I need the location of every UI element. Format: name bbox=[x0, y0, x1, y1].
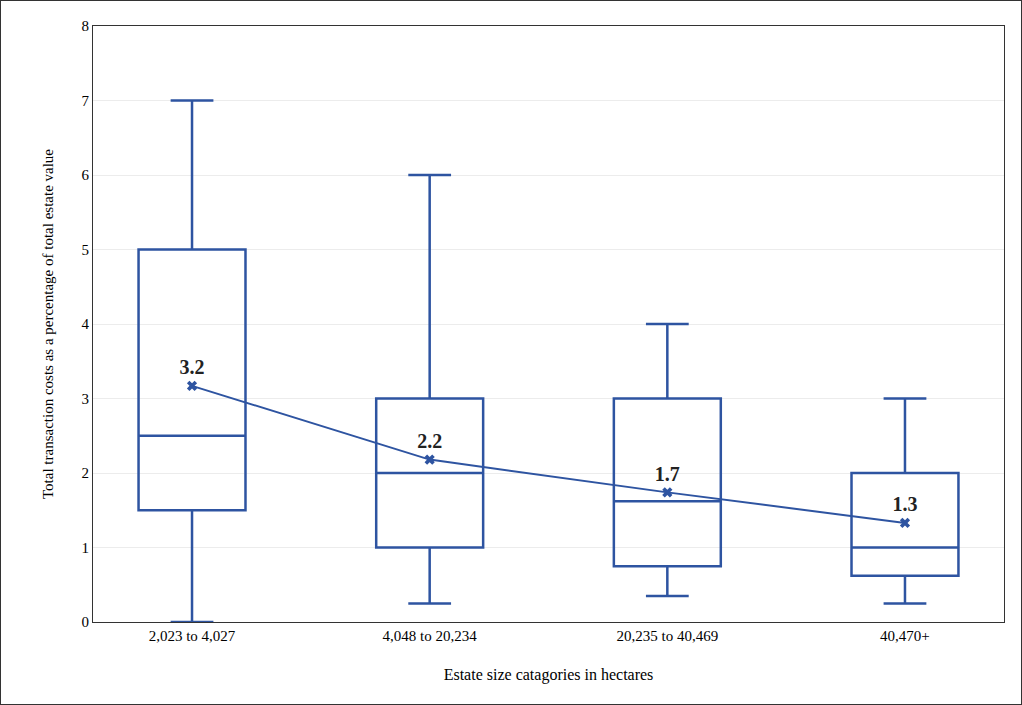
svg-text:2.2: 2.2 bbox=[417, 430, 442, 452]
svg-text:8: 8 bbox=[82, 18, 90, 34]
svg-text:3: 3 bbox=[82, 391, 90, 407]
svg-text:Estate size catagories in hect: Estate size catagories in hectares bbox=[444, 666, 654, 684]
svg-text:40,470+: 40,470+ bbox=[880, 628, 930, 644]
svg-text:1: 1 bbox=[82, 540, 90, 556]
svg-text:1.3: 1.3 bbox=[892, 493, 917, 515]
svg-text:20,235 to 40,469: 20,235 to 40,469 bbox=[616, 628, 718, 644]
svg-text:2,023 to 4,027: 2,023 to 4,027 bbox=[149, 628, 236, 644]
svg-text:7: 7 bbox=[82, 93, 90, 109]
svg-text:6: 6 bbox=[82, 167, 90, 183]
svg-text:3.2: 3.2 bbox=[180, 356, 205, 378]
svg-text:0: 0 bbox=[82, 614, 90, 630]
svg-text:1.7: 1.7 bbox=[655, 463, 680, 485]
svg-text:4: 4 bbox=[82, 316, 90, 332]
svg-text:4,048 to 20,234: 4,048 to 20,234 bbox=[383, 628, 478, 644]
svg-text:2: 2 bbox=[82, 465, 90, 481]
svg-text:5: 5 bbox=[82, 242, 90, 258]
svg-text:Total transaction costs as a p: Total transaction costs as a percentage … bbox=[40, 149, 56, 499]
